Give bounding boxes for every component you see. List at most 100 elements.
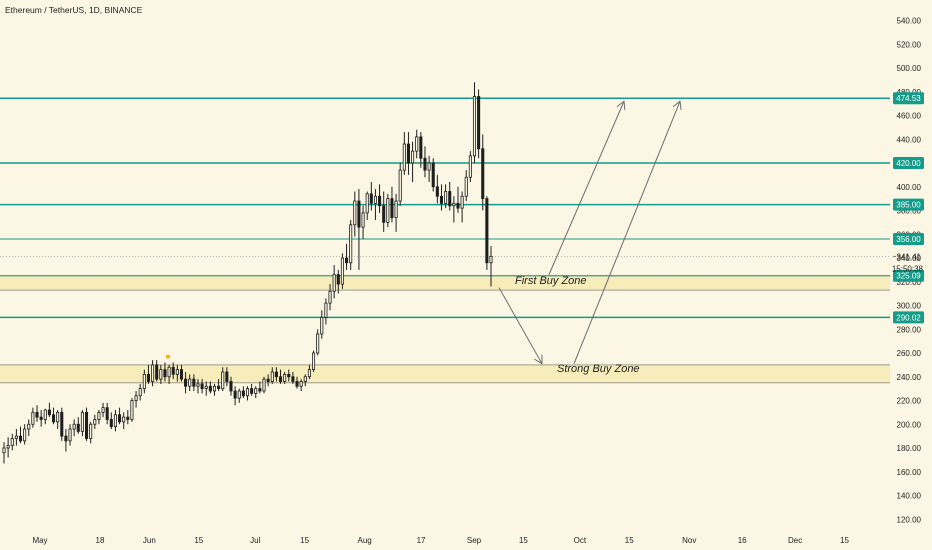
- candle[interactable]: [328, 284, 332, 311]
- candle[interactable]: [138, 383, 142, 401]
- candle[interactable]: [299, 379, 303, 391]
- candle[interactable]: [167, 364, 171, 384]
- candle[interactable]: [97, 410, 101, 425]
- candle[interactable]: [10, 433, 14, 451]
- candle[interactable]: [43, 408, 47, 425]
- candle[interactable]: [472, 82, 477, 163]
- candle[interactable]: [274, 367, 278, 382]
- candle[interactable]: [93, 414, 97, 429]
- candle[interactable]: [382, 191, 386, 232]
- candle[interactable]: [60, 407, 64, 441]
- candle[interactable]: [142, 369, 146, 394]
- candle[interactable]: [225, 367, 229, 387]
- candle[interactable]: [481, 134, 485, 211]
- candle[interactable]: [295, 376, 299, 389]
- candle[interactable]: [427, 155, 431, 182]
- candle[interactable]: [311, 350, 316, 372]
- candle[interactable]: [266, 374, 270, 387]
- candle[interactable]: [444, 184, 448, 209]
- candle[interactable]: [208, 381, 212, 394]
- candle[interactable]: [6, 437, 10, 458]
- candle[interactable]: [361, 205, 365, 239]
- candle[interactable]: [456, 186, 460, 213]
- candle[interactable]: [27, 419, 31, 437]
- candle[interactable]: [126, 410, 130, 425]
- candle[interactable]: [373, 189, 377, 220]
- candle[interactable]: [283, 372, 287, 384]
- candle[interactable]: [2, 442, 6, 464]
- candle[interactable]: [287, 369, 291, 382]
- candle[interactable]: [68, 424, 72, 446]
- candle[interactable]: [254, 386, 258, 399]
- candle[interactable]: [171, 362, 175, 380]
- candle[interactable]: [423, 146, 427, 178]
- candle[interactable]: [101, 402, 105, 418]
- candle[interactable]: [241, 386, 245, 399]
- candle[interactable]: [192, 374, 196, 391]
- candle[interactable]: [18, 426, 23, 444]
- candle[interactable]: [80, 410, 84, 437]
- candle[interactable]: [175, 364, 179, 382]
- candle[interactable]: [278, 369, 283, 384]
- candle[interactable]: [212, 383, 217, 396]
- candle[interactable]: [47, 402, 51, 418]
- candle[interactable]: [184, 372, 188, 394]
- candle[interactable]: [237, 388, 241, 403]
- candle[interactable]: [76, 417, 80, 434]
- candle[interactable]: [163, 362, 167, 382]
- candle[interactable]: [85, 407, 89, 441]
- candle[interactable]: [196, 379, 200, 394]
- candle[interactable]: [365, 191, 369, 221]
- candle[interactable]: [245, 386, 250, 401]
- candle[interactable]: [394, 193, 398, 232]
- candle[interactable]: [489, 246, 493, 287]
- candle[interactable]: [316, 329, 320, 356]
- candle[interactable]: [130, 398, 134, 422]
- candle[interactable]: [204, 381, 208, 396]
- candle[interactable]: [411, 141, 415, 182]
- candle[interactable]: [406, 132, 410, 175]
- candle[interactable]: [419, 132, 423, 168]
- candle[interactable]: [250, 383, 254, 396]
- candle[interactable]: [118, 407, 122, 425]
- candle[interactable]: [270, 367, 274, 384]
- candle[interactable]: [134, 391, 138, 408]
- candle[interactable]: [39, 410, 43, 427]
- candle[interactable]: [122, 412, 126, 429]
- candle[interactable]: [378, 184, 382, 213]
- candle[interactable]: [485, 196, 489, 270]
- candle[interactable]: [146, 364, 150, 384]
- candle[interactable]: [452, 196, 456, 223]
- candle[interactable]: [200, 379, 204, 394]
- candle[interactable]: [353, 191, 357, 237]
- candle[interactable]: [89, 421, 93, 444]
- candle[interactable]: [340, 253, 344, 289]
- candle[interactable]: [332, 265, 336, 299]
- candle[interactable]: [303, 374, 307, 387]
- candle[interactable]: [233, 386, 237, 406]
- candle[interactable]: [398, 163, 402, 206]
- candle[interactable]: [307, 364, 311, 380]
- candle[interactable]: [221, 367, 225, 391]
- candle[interactable]: [105, 402, 109, 425]
- candle[interactable]: [109, 412, 113, 429]
- candle[interactable]: [386, 193, 390, 228]
- candle[interactable]: [448, 182, 452, 211]
- candle[interactable]: [402, 132, 406, 175]
- candle[interactable]: [431, 158, 435, 192]
- candle[interactable]: [188, 374, 192, 391]
- candle[interactable]: [336, 269, 340, 294]
- candle[interactable]: [468, 151, 472, 182]
- candle[interactable]: [345, 243, 349, 270]
- candle[interactable]: [435, 174, 439, 204]
- candle[interactable]: [179, 364, 184, 382]
- candle[interactable]: [262, 376, 266, 394]
- candle[interactable]: [23, 424, 27, 445]
- candle[interactable]: [14, 429, 18, 446]
- candle[interactable]: [324, 298, 328, 325]
- candle[interactable]: [155, 360, 159, 382]
- candle[interactable]: [72, 419, 76, 437]
- candle[interactable]: [229, 376, 233, 396]
- candle[interactable]: [64, 429, 68, 452]
